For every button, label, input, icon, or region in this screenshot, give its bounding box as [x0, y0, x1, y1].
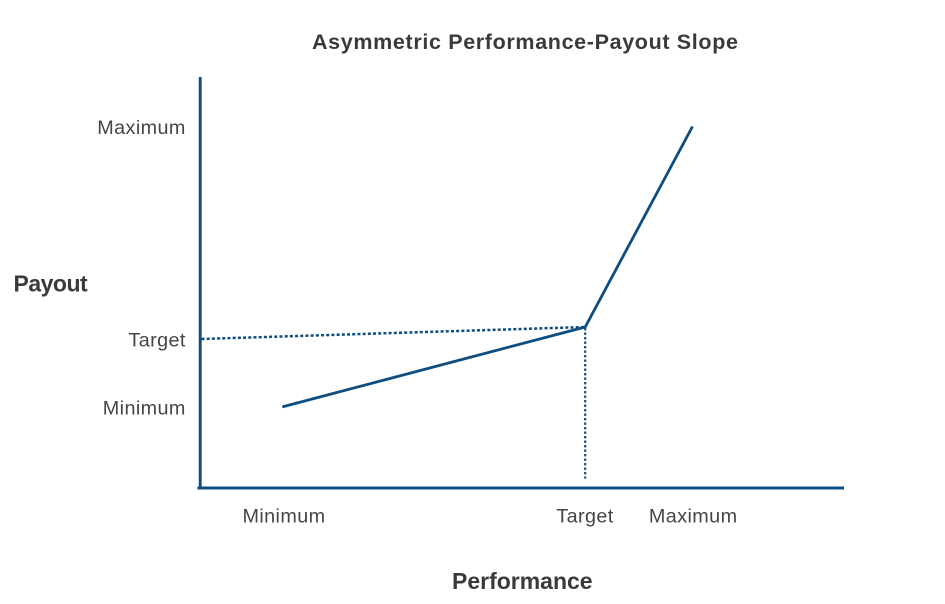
- svg-text:Performance: Performance: [452, 568, 593, 594]
- svg-text:Minimum: Minimum: [242, 505, 325, 527]
- svg-text:Maximum: Maximum: [649, 505, 738, 527]
- svg-text:Asymmetric Performance-Payout: Asymmetric Performance-Payout Slope: [312, 30, 739, 54]
- svg-text:Payout: Payout: [14, 271, 89, 297]
- svg-text:Minimum: Minimum: [103, 398, 186, 420]
- svg-text:Maximum: Maximum: [97, 117, 186, 139]
- svg-text:Target: Target: [556, 505, 613, 527]
- svg-text:Target: Target: [128, 329, 185, 351]
